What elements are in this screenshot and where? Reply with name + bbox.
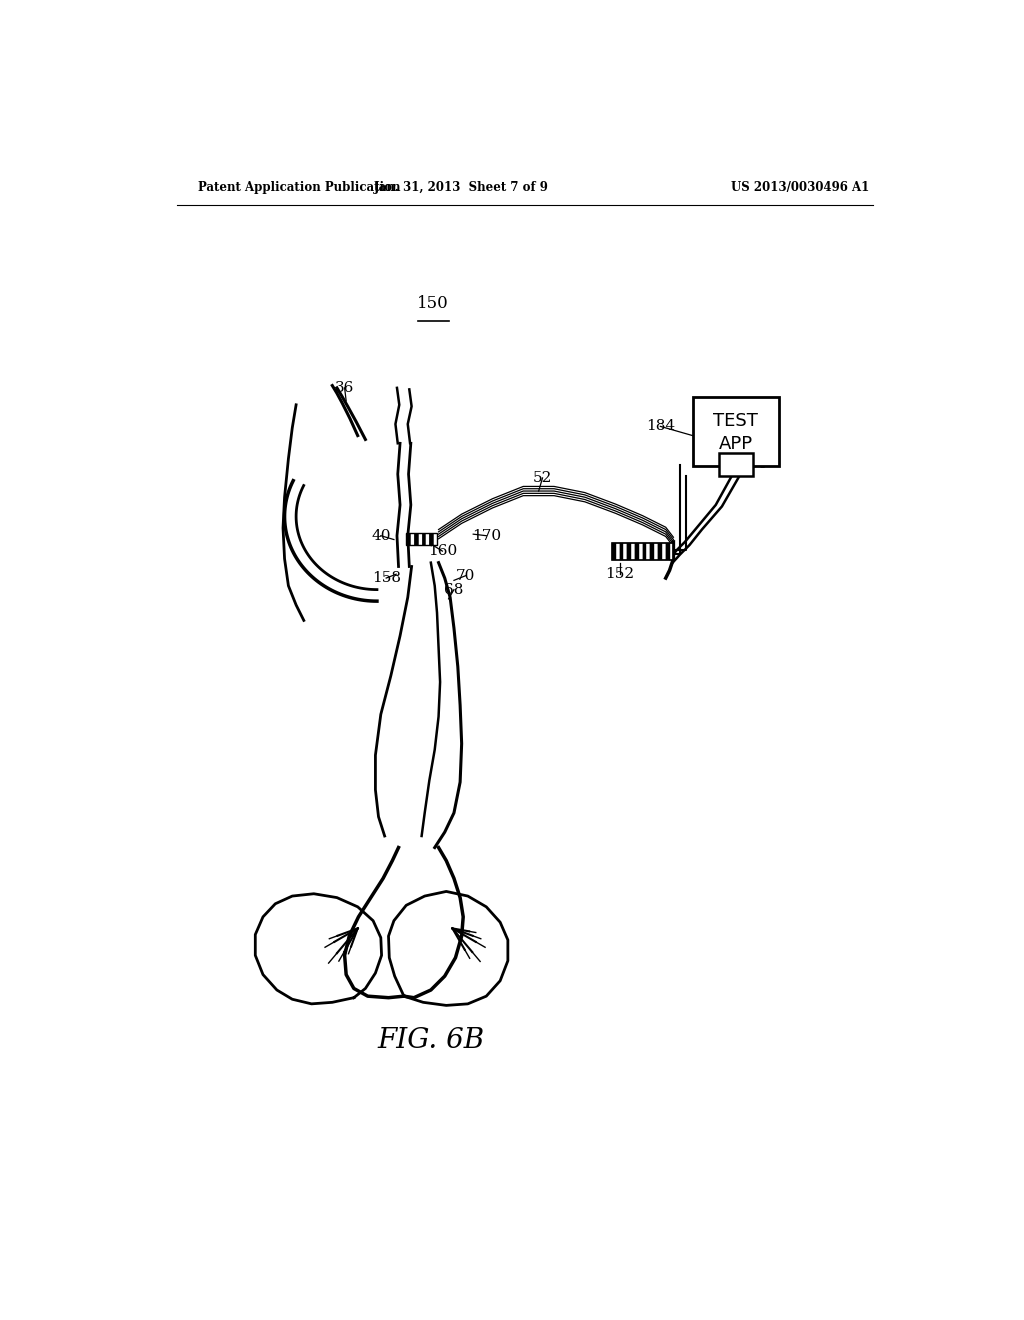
Bar — [414, 532, 418, 545]
Bar — [407, 532, 410, 545]
Bar — [620, 544, 624, 561]
Bar — [719, 453, 753, 475]
Text: 40: 40 — [371, 529, 390, 543]
Text: 158: 158 — [372, 572, 400, 585]
Bar — [662, 544, 666, 561]
Bar — [628, 544, 631, 561]
Bar — [624, 544, 628, 561]
Bar — [639, 544, 643, 561]
Text: 52: 52 — [532, 471, 552, 484]
Text: 170: 170 — [472, 529, 501, 543]
Text: 66: 66 — [748, 457, 767, 471]
Bar — [611, 544, 674, 561]
Bar — [654, 544, 658, 561]
Text: Patent Application Publication: Patent Application Publication — [199, 181, 400, 194]
Bar — [611, 544, 615, 561]
Bar — [407, 532, 437, 545]
Text: US 2013/0030496 A1: US 2013/0030496 A1 — [731, 181, 869, 194]
Bar — [670, 544, 674, 561]
Bar — [615, 544, 620, 561]
Text: Jan. 31, 2013  Sheet 7 of 9: Jan. 31, 2013 Sheet 7 of 9 — [374, 181, 549, 194]
Bar — [422, 532, 425, 545]
Text: 150: 150 — [418, 296, 450, 313]
Bar — [410, 532, 414, 545]
Text: FIG. 6B: FIG. 6B — [377, 1027, 484, 1053]
Bar — [418, 532, 422, 545]
Text: TEST: TEST — [714, 412, 758, 430]
Text: 70: 70 — [456, 569, 475, 582]
Text: 36: 36 — [335, 381, 354, 395]
Bar — [429, 532, 433, 545]
Text: 68: 68 — [444, 582, 464, 597]
Text: APP: APP — [719, 436, 753, 453]
Text: 152: 152 — [605, 568, 634, 581]
Bar — [666, 544, 670, 561]
Bar — [658, 544, 662, 561]
Bar — [433, 532, 437, 545]
Bar — [643, 544, 646, 561]
Text: 160: 160 — [428, 544, 457, 558]
Bar — [631, 544, 635, 561]
Bar — [425, 532, 429, 545]
FancyBboxPatch shape — [692, 397, 779, 466]
Bar — [646, 544, 650, 561]
Bar — [650, 544, 654, 561]
Text: 184: 184 — [646, 420, 675, 433]
Bar — [635, 544, 639, 561]
